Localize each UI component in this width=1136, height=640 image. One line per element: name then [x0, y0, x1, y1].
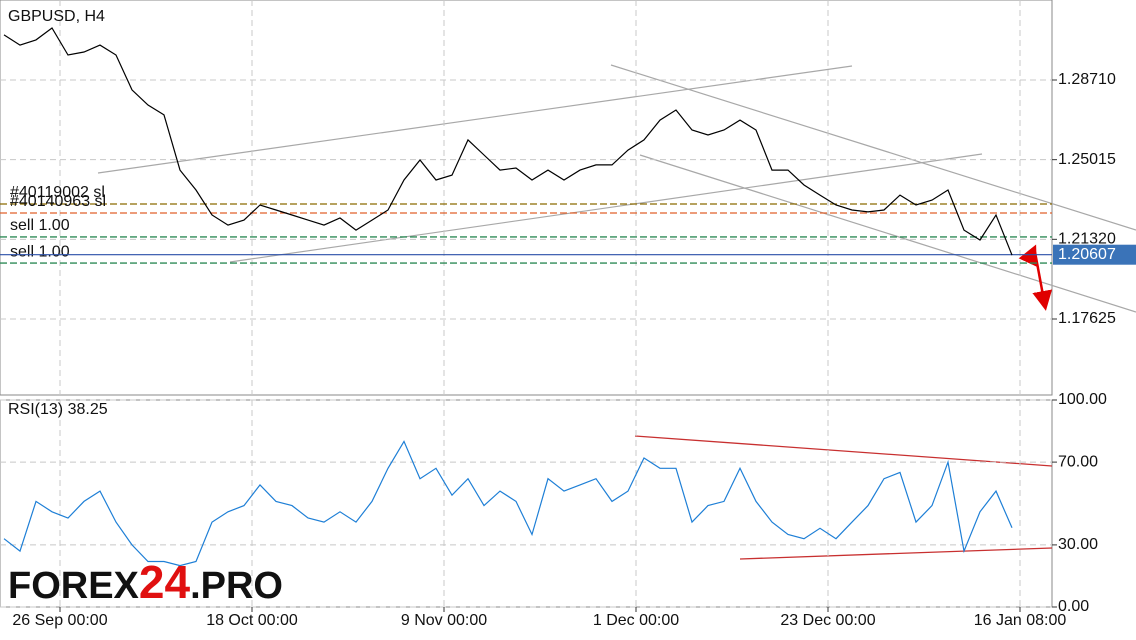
x-tick-label: 1 Dec 00:00 [593, 612, 679, 629]
arrow [1018, 244, 1037, 267]
y-tick-label: 1.21320 [1058, 231, 1116, 248]
x-tick-label: 23 Dec 00:00 [780, 612, 875, 629]
rsi-title: RSI(13) 38.25 [8, 401, 108, 418]
y-tick-label: 100.00 [1058, 391, 1107, 408]
watermark: FOREX24.PRO [8, 556, 283, 608]
price-line [3, 440, 1013, 567]
chart-title: GBPUSD, H4 [8, 8, 105, 25]
trend-line [229, 153, 983, 263]
y-tick-label: 1.25015 [1058, 151, 1116, 168]
trend-line [639, 154, 1136, 313]
order-label: #40140963 sl [10, 193, 106, 210]
price-line [3, 27, 1013, 256]
y-tick-label: 70.00 [1058, 453, 1098, 470]
watermark-number: 24 [139, 556, 191, 608]
arrow [1032, 251, 1053, 311]
current-price-box [1053, 244, 1136, 265]
y-tick-label: 0.00 [1058, 598, 1089, 615]
trend-line [739, 547, 1053, 560]
y-tick-label: 30.00 [1058, 536, 1098, 553]
order-label: sell 1.00 [10, 217, 70, 234]
x-tick-label: 9 Nov 00:00 [401, 612, 487, 629]
price-panel [0, 0, 1053, 396]
y-tick-label: 1.28710 [1058, 71, 1116, 88]
rsi-trend-lines [634, 435, 1053, 560]
trend-line [97, 65, 853, 174]
forecast-arrows [1018, 244, 1053, 311]
x-tick-label: 16 Jan 08:00 [974, 612, 1067, 629]
trend-line [610, 64, 1136, 231]
order-label: sell 1.00 [10, 243, 70, 260]
order-label: #40119002 sl [10, 184, 105, 201]
trend-line [634, 435, 1053, 467]
watermark-right: .PRO [190, 565, 283, 607]
x-tick-label: 18 Oct 00:00 [206, 612, 298, 629]
watermark-left: FOREX [8, 565, 140, 607]
trend-lines [97, 64, 1136, 313]
x-tick-label: 26 Sep 00:00 [12, 612, 107, 629]
current-price-label: 1.20607 [1058, 246, 1116, 263]
y-tick-label: 1.17625 [1058, 310, 1116, 327]
